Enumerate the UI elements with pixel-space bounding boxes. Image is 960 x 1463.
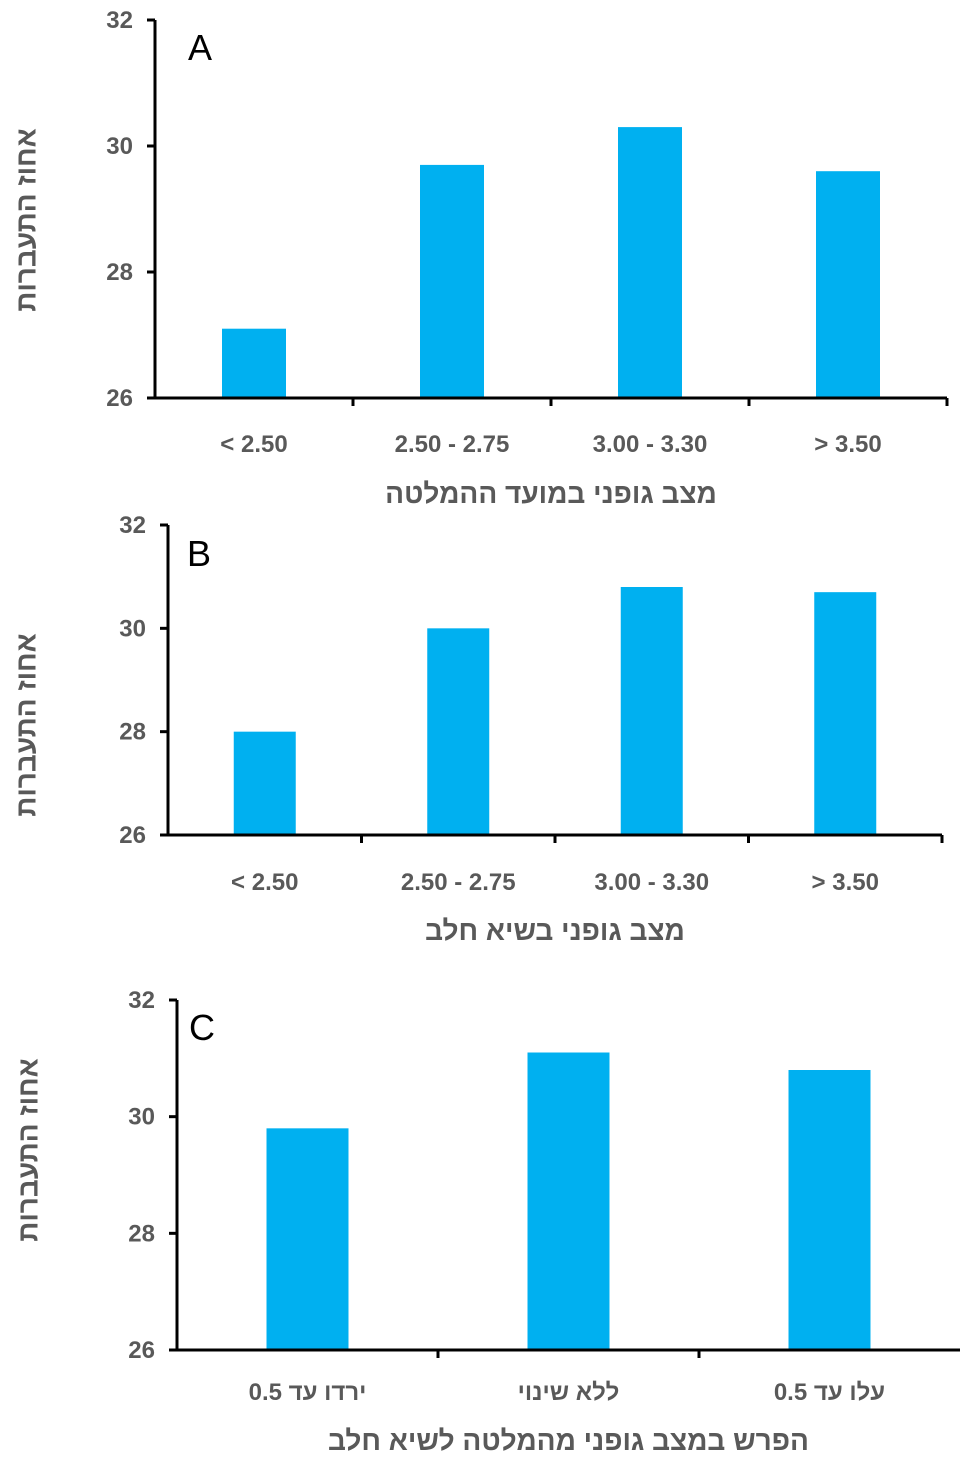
x-tick-label: 2.50 - 2.75 [395, 431, 510, 458]
y-axis-title: אחוז התעברות [10, 633, 41, 817]
y-axis-title: אחוז התעברות [10, 128, 41, 312]
x-tick-label: ללא שינוי [518, 1379, 620, 1406]
panel-label: C [189, 1007, 215, 1048]
bar [233, 731, 296, 835]
panel-label: A [188, 27, 212, 68]
x-axis-title: הפרש במצב גופני מהמלטה לשיא חלב [328, 1425, 809, 1456]
bar [814, 592, 877, 835]
x-tick-label: 3.00 - 3.30 [593, 431, 708, 458]
y-tick-label: 30 [106, 133, 133, 160]
y-tick-label: 32 [119, 512, 146, 539]
x-tick-label: ירדו עד 0.5 [249, 1379, 367, 1406]
y-tick-label: 30 [128, 1104, 155, 1131]
y-tick-label: 32 [106, 7, 133, 34]
y-tick-label: 32 [128, 987, 155, 1014]
bar [427, 628, 490, 835]
bar [620, 587, 683, 835]
y-tick-label: 26 [128, 1337, 155, 1364]
bar [788, 1070, 871, 1350]
x-tick-label: < 2.50 [231, 869, 298, 896]
x-tick-label: < 2.50 [220, 431, 287, 458]
x-tick-label: 3.00 - 3.30 [594, 869, 709, 896]
y-tick-label: 28 [106, 259, 133, 286]
bar [222, 328, 286, 398]
x-tick-label: 2.50 - 2.75 [401, 869, 516, 896]
bar [527, 1052, 610, 1350]
y-tick-label: 26 [106, 385, 133, 412]
x-tick-label: > 3.50 [812, 869, 879, 896]
x-tick-label: > 3.50 [814, 431, 881, 458]
x-tick-label: עלו עד 0.5 [774, 1379, 885, 1406]
x-axis-title: מצב גופני במועד ההמלטה [385, 478, 717, 509]
y-axis-title: אחוז התעברות [12, 1058, 43, 1242]
bar [266, 1128, 349, 1350]
bar [816, 171, 880, 398]
panel-label: B [187, 533, 211, 574]
y-tick-label: 26 [119, 822, 146, 849]
y-tick-label: 28 [119, 719, 146, 746]
y-tick-label: 30 [119, 615, 146, 642]
y-tick-label: 28 [128, 1220, 155, 1247]
bar [420, 164, 484, 398]
bar [618, 127, 682, 398]
x-axis-title: מצב גופני בשיא חלב [425, 915, 685, 946]
